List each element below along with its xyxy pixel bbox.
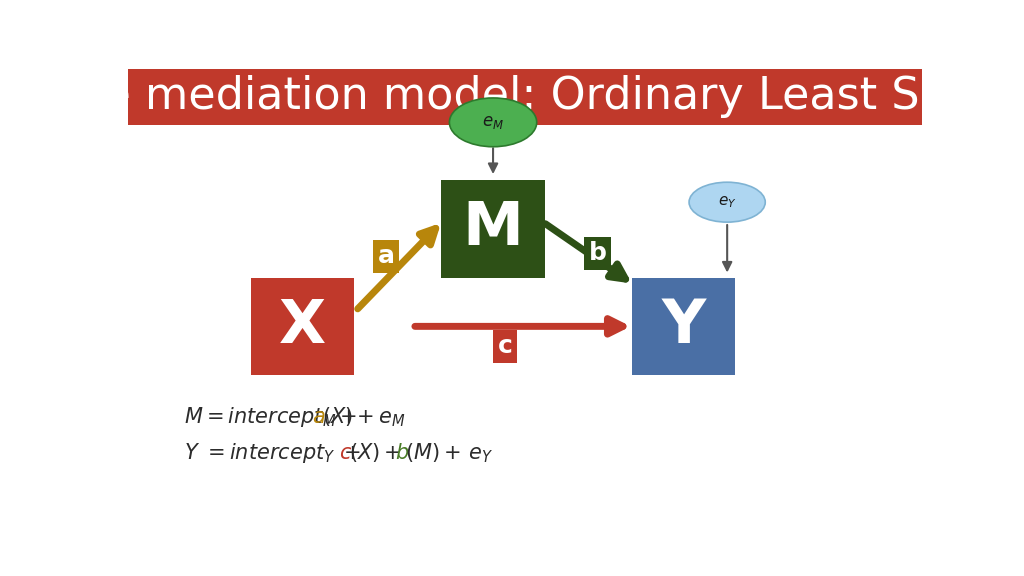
Text: Simple mediation model: Ordinary Least Squares: Simple mediation model: Ordinary Least S…	[0, 75, 1024, 118]
Text: b: b	[589, 241, 607, 265]
Text: a: a	[378, 244, 394, 268]
FancyBboxPatch shape	[632, 278, 735, 375]
Text: $a$: $a$	[312, 407, 326, 427]
Text: $c$: $c$	[339, 443, 352, 463]
Text: $e_Y$: $e_Y$	[718, 194, 736, 210]
Text: $(X) + e_M$: $(X) + e_M$	[322, 406, 404, 429]
Text: c: c	[498, 334, 512, 358]
Text: $b$: $b$	[395, 443, 410, 463]
Text: $M = intercept_M + $: $M = intercept_M + $	[183, 406, 356, 429]
Ellipse shape	[450, 98, 537, 147]
Text: $e_M$: $e_M$	[482, 113, 504, 131]
Text: Y: Y	[662, 297, 706, 356]
Text: $Y \,\, = intercept_Y \,\, + $: $Y \,\, = intercept_Y \,\, + $	[183, 441, 360, 465]
FancyBboxPatch shape	[128, 69, 922, 124]
Ellipse shape	[689, 182, 765, 222]
Text: $(M) + \, e_Y$: $(M) + \, e_Y$	[404, 441, 493, 465]
Text: $(X) + $: $(X) + $	[348, 441, 400, 464]
FancyBboxPatch shape	[441, 180, 545, 278]
Text: M: M	[463, 199, 523, 258]
FancyBboxPatch shape	[251, 278, 354, 375]
Text: X: X	[279, 297, 327, 356]
